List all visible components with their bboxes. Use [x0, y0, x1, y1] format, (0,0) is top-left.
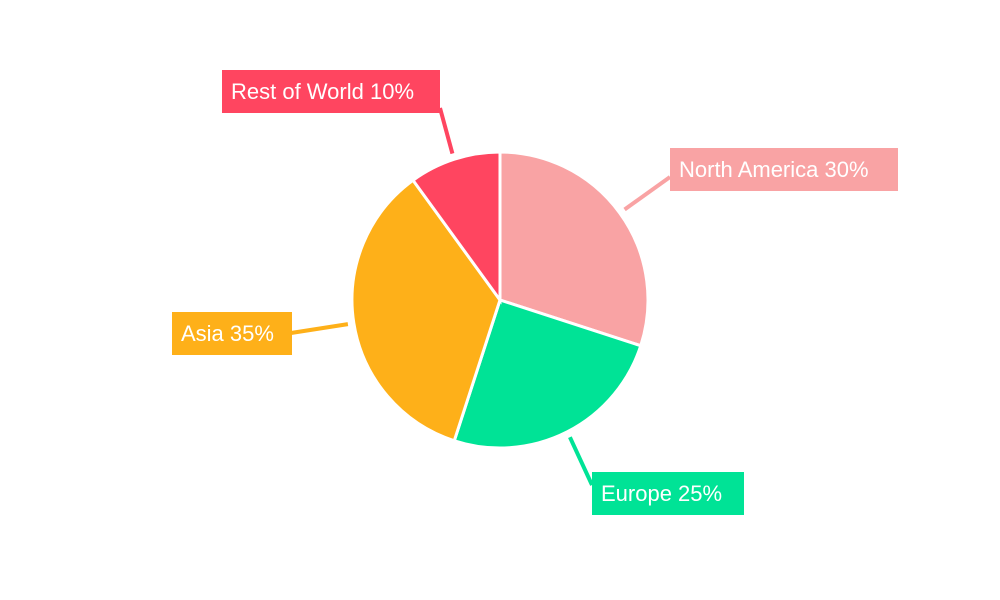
data-label-north-america: North America 30% [670, 148, 898, 191]
data-label-europe: Europe 25% [592, 472, 744, 515]
leader-line [623, 175, 672, 212]
leader-line [290, 322, 349, 335]
data-label-rest-of-world: Rest of World 10% [222, 70, 440, 113]
data-label-asia: Asia 35% [172, 312, 292, 355]
leader-line [438, 107, 455, 155]
pie-slice-asia[interactable] [350, 178, 502, 443]
pie-slice-rest-of-world[interactable] [410, 150, 502, 305]
leader-line [568, 436, 594, 486]
pie-slice-north-america[interactable] [498, 150, 650, 348]
pie-slice-europe[interactable] [452, 298, 643, 450]
